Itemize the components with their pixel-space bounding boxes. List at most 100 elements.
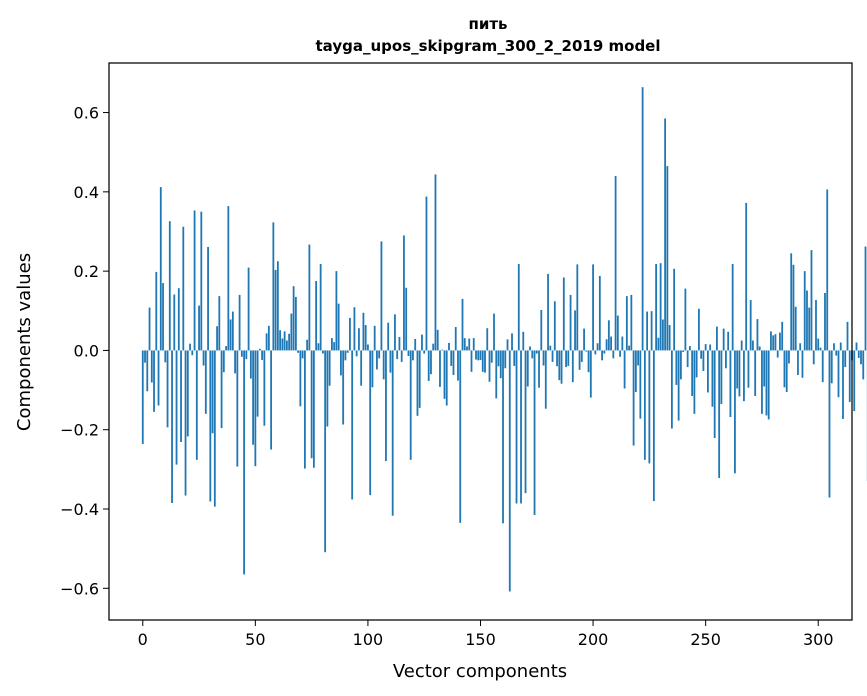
y-axis-label: Components values xyxy=(14,253,35,431)
bar xyxy=(630,294,633,351)
bar xyxy=(587,350,590,373)
bar xyxy=(538,350,540,388)
bar xyxy=(182,226,185,351)
bar xyxy=(758,346,761,351)
x-axis-ticks: 0 50 100 150 200 250 300 xyxy=(138,620,834,649)
bar xyxy=(743,350,745,402)
bar xyxy=(806,290,808,351)
bar xyxy=(331,338,333,351)
bar xyxy=(515,350,518,504)
bar xyxy=(585,350,588,352)
bar xyxy=(434,174,437,351)
bar xyxy=(812,350,815,365)
bar xyxy=(394,314,396,351)
bar xyxy=(303,350,306,469)
bar xyxy=(358,328,360,351)
bar xyxy=(351,350,354,500)
bar xyxy=(306,339,309,351)
bar xyxy=(574,310,576,351)
bar xyxy=(578,350,581,370)
bar xyxy=(725,350,727,369)
bar xyxy=(765,350,768,416)
bar xyxy=(544,350,547,409)
bar xyxy=(448,342,450,351)
bar xyxy=(216,326,218,351)
bar xyxy=(317,343,320,351)
bar xyxy=(551,350,554,362)
bar xyxy=(522,331,525,351)
bar xyxy=(540,309,543,351)
bar xyxy=(734,350,736,474)
bar xyxy=(650,311,653,351)
bar xyxy=(461,298,464,351)
bar xyxy=(738,350,741,397)
bar xyxy=(193,210,196,351)
bar xyxy=(418,350,421,408)
bar xyxy=(792,264,795,351)
bar xyxy=(337,303,340,351)
bar xyxy=(319,264,322,351)
bar xyxy=(195,350,198,460)
bar xyxy=(625,296,628,351)
bar xyxy=(265,333,268,351)
bar xyxy=(405,287,408,351)
bar xyxy=(848,350,851,402)
y-tick-label: −0.2 xyxy=(60,421,99,440)
bar xyxy=(227,206,230,351)
bar xyxy=(526,350,529,387)
bar xyxy=(727,331,730,351)
bar xyxy=(691,350,694,397)
bar xyxy=(549,345,552,351)
bar xyxy=(166,350,169,428)
bar xyxy=(731,264,734,351)
bar xyxy=(558,350,561,381)
bar xyxy=(700,350,703,359)
bar xyxy=(315,281,318,351)
bar xyxy=(450,350,453,366)
bar xyxy=(301,350,304,359)
bar xyxy=(628,345,630,351)
bar xyxy=(666,166,669,351)
bar xyxy=(290,313,293,351)
bar xyxy=(470,350,473,372)
bar xyxy=(594,350,597,355)
bar xyxy=(716,326,718,351)
bar xyxy=(425,196,428,351)
bar xyxy=(657,337,660,351)
bar xyxy=(484,350,486,373)
bar xyxy=(824,292,826,351)
bar xyxy=(218,296,221,351)
bar xyxy=(562,277,565,351)
bar xyxy=(430,350,432,375)
bar xyxy=(511,333,513,351)
bar xyxy=(839,342,842,351)
bar xyxy=(229,319,232,351)
bar xyxy=(493,313,495,351)
bar xyxy=(258,348,261,351)
bar xyxy=(589,350,592,398)
bar xyxy=(774,334,777,351)
bar xyxy=(547,273,549,351)
bar xyxy=(324,350,327,553)
bar xyxy=(495,350,498,399)
bar xyxy=(423,350,426,354)
bar xyxy=(238,294,241,351)
bar xyxy=(276,261,279,351)
bar xyxy=(673,268,676,351)
bar xyxy=(312,350,315,468)
bar xyxy=(249,350,252,379)
bar xyxy=(245,350,248,360)
bar xyxy=(454,327,457,351)
bar xyxy=(274,269,277,351)
bar xyxy=(756,319,759,351)
bar xyxy=(299,350,302,407)
y-tick-label: 0.0 xyxy=(74,341,99,360)
bar xyxy=(335,271,338,351)
bar xyxy=(373,325,376,351)
bar xyxy=(675,350,678,385)
bar xyxy=(477,350,480,361)
bar xyxy=(159,187,162,351)
bar xyxy=(144,350,146,363)
bar xyxy=(794,306,797,351)
y-tick-label: 0.2 xyxy=(74,262,99,281)
